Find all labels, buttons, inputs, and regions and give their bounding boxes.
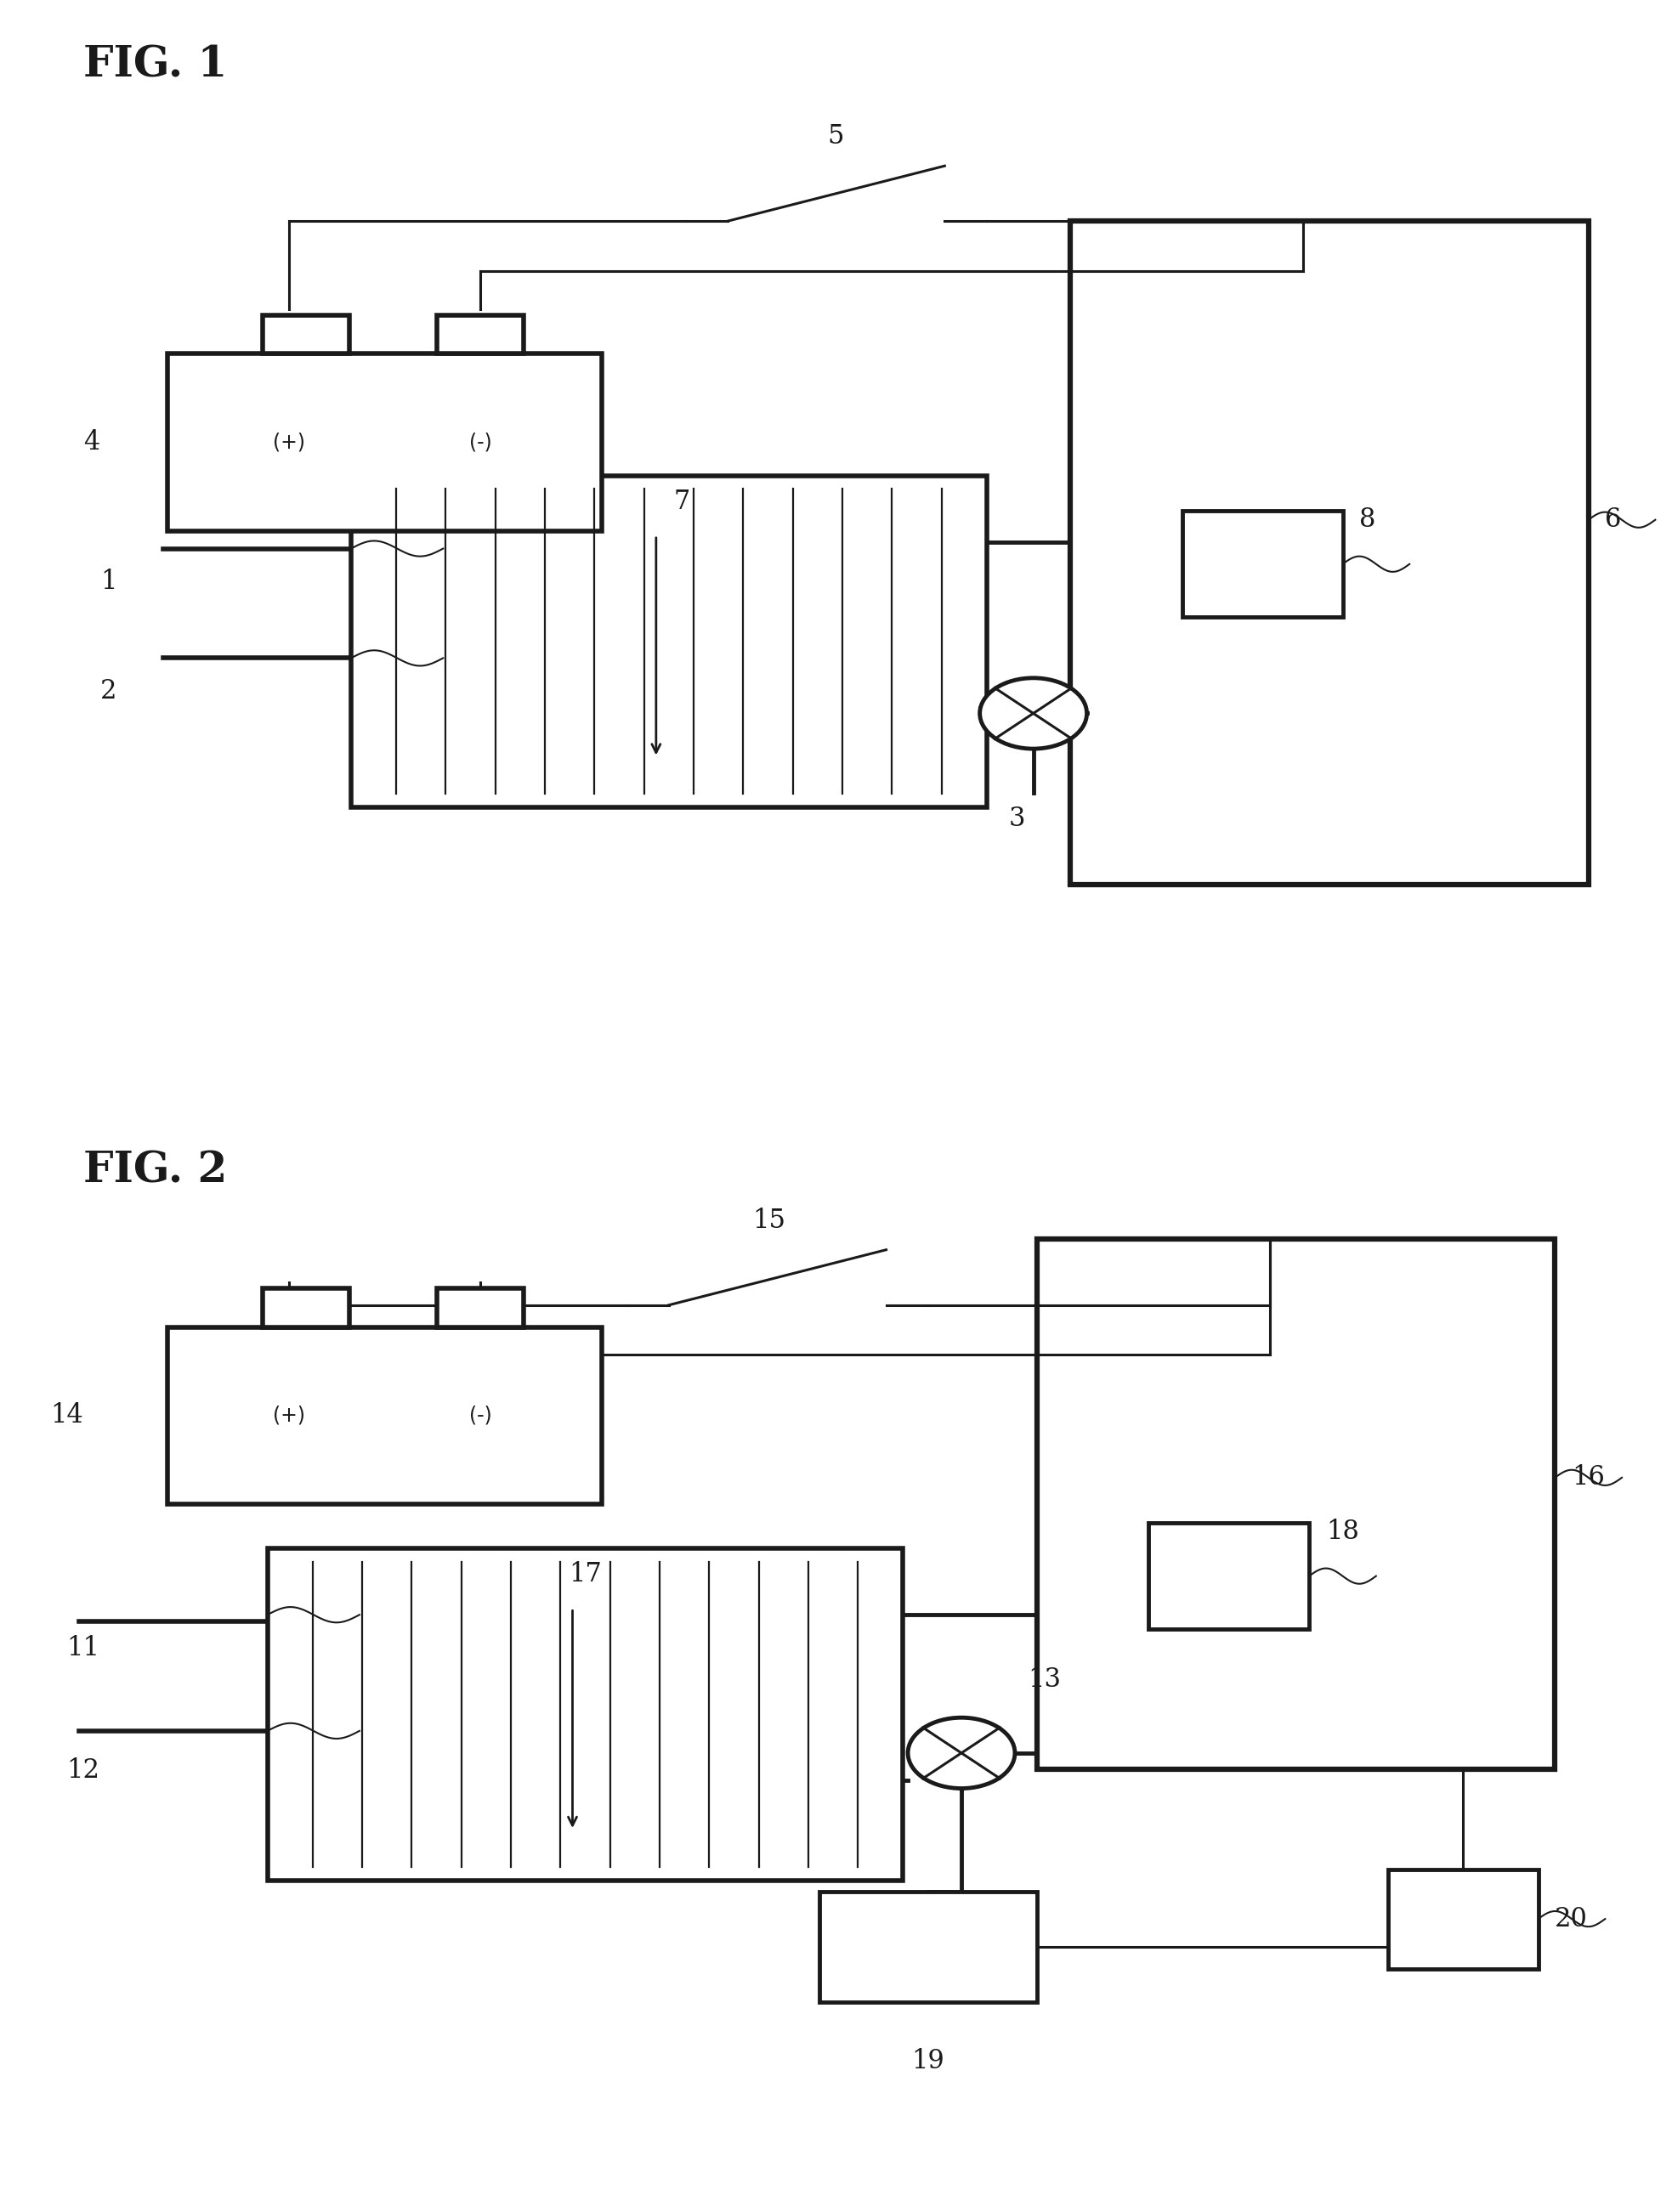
Text: FIG. 2: FIG. 2: [84, 1150, 227, 1192]
Text: 8: 8: [1359, 507, 1376, 533]
Text: 18: 18: [1326, 1520, 1359, 1544]
Text: 14: 14: [50, 1402, 84, 1429]
Bar: [167, 354, 602, 531]
Bar: [436, 1287, 523, 1327]
Circle shape: [908, 1717, 1015, 1787]
Text: 12: 12: [67, 1759, 100, 1783]
Text: (-): (-): [468, 1405, 492, 1427]
Text: 11: 11: [67, 1635, 100, 1661]
Text: (+): (+): [273, 431, 304, 453]
Text: 15: 15: [752, 1208, 786, 1234]
Bar: [1037, 1239, 1555, 1770]
Bar: [436, 314, 523, 354]
Text: 2: 2: [100, 679, 117, 703]
Text: 13: 13: [1028, 1666, 1062, 1692]
Text: FIG. 1: FIG. 1: [84, 44, 227, 86]
Text: 6: 6: [1605, 507, 1622, 533]
Text: 16: 16: [1572, 1464, 1605, 1491]
Bar: [1070, 221, 1588, 885]
Text: 1: 1: [100, 568, 117, 595]
Text: 20: 20: [1555, 1907, 1588, 1931]
Text: 17: 17: [568, 1562, 602, 1588]
Bar: [263, 1287, 349, 1327]
Circle shape: [980, 677, 1087, 748]
Text: (+): (+): [273, 1405, 304, 1427]
Text: 3: 3: [1008, 805, 1025, 832]
Text: 5: 5: [828, 124, 844, 150]
Bar: [351, 476, 986, 807]
Text: 19: 19: [911, 2048, 945, 2075]
Text: 4: 4: [84, 429, 100, 456]
Bar: [1149, 1524, 1309, 1628]
Bar: [819, 1891, 1037, 2002]
Text: (-): (-): [468, 431, 492, 453]
Bar: [167, 1327, 602, 1504]
Bar: [268, 1548, 903, 1880]
Bar: [1182, 511, 1343, 617]
Bar: [263, 314, 349, 354]
Bar: [1388, 1869, 1538, 1969]
Text: 7: 7: [674, 489, 691, 515]
